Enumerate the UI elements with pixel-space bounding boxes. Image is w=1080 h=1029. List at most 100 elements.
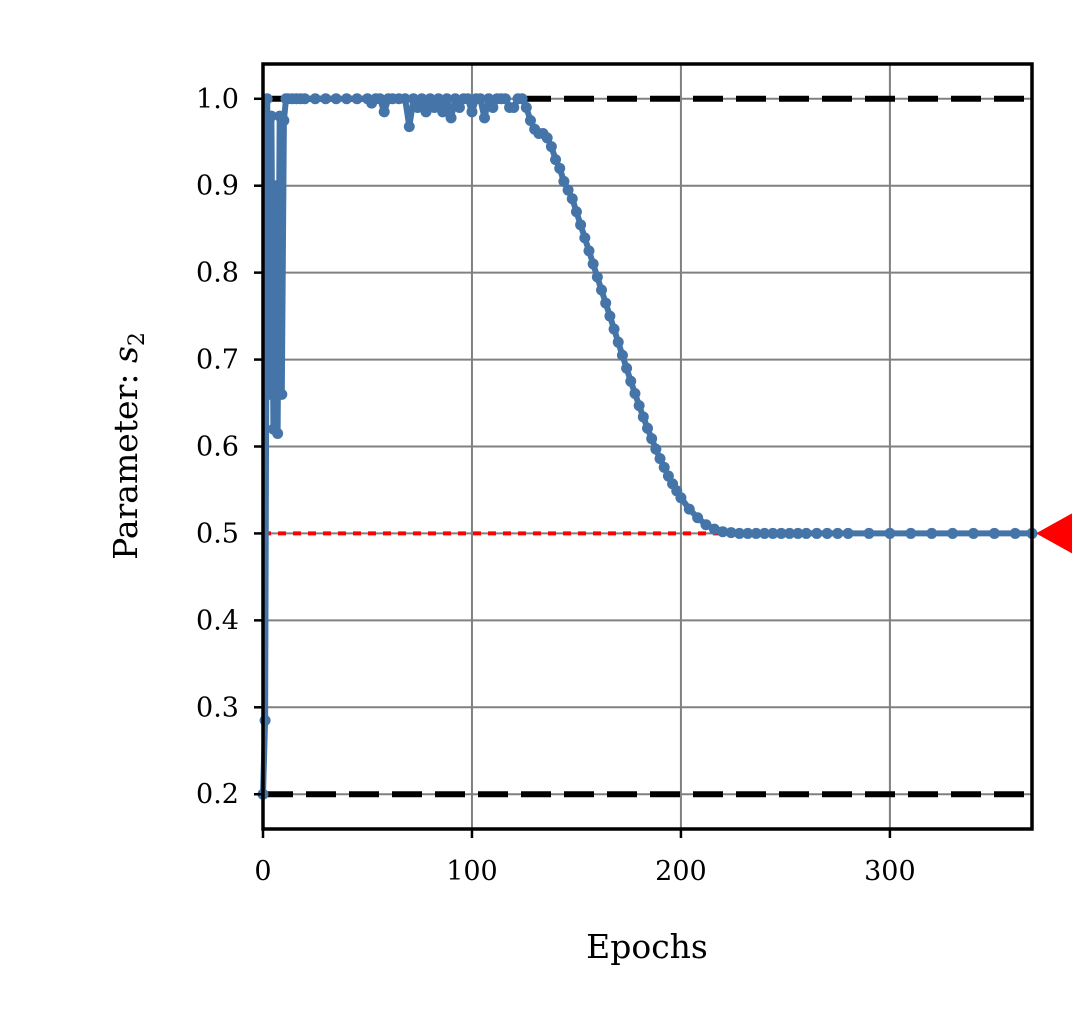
series-point bbox=[570, 206, 582, 218]
series-point bbox=[445, 112, 457, 124]
series-point bbox=[884, 527, 896, 539]
y-tick-label: 0.5 bbox=[196, 518, 239, 549]
series-point bbox=[784, 527, 796, 539]
series-point bbox=[566, 193, 578, 205]
series-point bbox=[508, 101, 520, 113]
series-point bbox=[775, 527, 787, 539]
series-point bbox=[263, 388, 275, 400]
series-point bbox=[658, 461, 670, 473]
series-point bbox=[717, 526, 729, 538]
series-point bbox=[453, 101, 465, 113]
series-point bbox=[403, 121, 415, 133]
series-point bbox=[700, 519, 712, 531]
x-tick-label: 0 bbox=[254, 856, 271, 887]
y-tick-label: 0.2 bbox=[196, 779, 239, 810]
series-point bbox=[441, 93, 453, 105]
series-point bbox=[612, 336, 624, 348]
series-point bbox=[270, 180, 282, 192]
series-point bbox=[351, 93, 363, 105]
series-point bbox=[299, 93, 311, 105]
y-tick-label: 0.4 bbox=[196, 605, 239, 636]
series-point bbox=[479, 112, 491, 124]
series-point bbox=[487, 101, 499, 113]
series-point bbox=[449, 93, 461, 105]
x-tick-label: 100 bbox=[446, 856, 498, 887]
series-point bbox=[625, 375, 637, 387]
series-point bbox=[675, 492, 687, 504]
series-point bbox=[583, 245, 595, 257]
series-point bbox=[483, 93, 495, 105]
series-point bbox=[692, 512, 704, 524]
series-point bbox=[616, 349, 628, 361]
series-point bbox=[278, 115, 290, 127]
series-point bbox=[320, 93, 332, 105]
series-point bbox=[374, 93, 386, 105]
series-point bbox=[800, 527, 812, 539]
series-point bbox=[579, 232, 591, 244]
series-point bbox=[642, 422, 653, 434]
series-point bbox=[499, 93, 511, 105]
series-point bbox=[725, 527, 737, 539]
y-axis-label-subscript: 2 bbox=[125, 332, 150, 346]
series-point bbox=[524, 115, 536, 127]
series-point bbox=[541, 132, 553, 144]
series-point bbox=[926, 527, 938, 539]
series-point bbox=[259, 714, 271, 726]
series-point bbox=[378, 106, 390, 118]
series-point bbox=[587, 258, 599, 270]
series-point bbox=[520, 101, 532, 113]
series-point bbox=[842, 527, 854, 539]
series-point bbox=[596, 284, 608, 296]
series-point bbox=[558, 175, 570, 187]
series-point bbox=[399, 93, 411, 105]
series-point bbox=[330, 93, 342, 105]
series-point bbox=[654, 453, 666, 465]
series-point bbox=[792, 527, 804, 539]
series-point bbox=[1009, 527, 1021, 539]
series-point bbox=[947, 527, 959, 539]
x-tick-label: 300 bbox=[864, 856, 916, 887]
y-tick-label: 0.7 bbox=[196, 345, 239, 376]
series-point bbox=[811, 527, 823, 539]
series-point bbox=[621, 362, 633, 374]
series-point bbox=[575, 219, 587, 231]
series-point bbox=[276, 388, 288, 400]
x-tick-label: 200 bbox=[655, 856, 707, 887]
series-point bbox=[462, 93, 474, 105]
series-point bbox=[750, 527, 762, 539]
y-axis-label: Parameter: s2 bbox=[106, 332, 150, 560]
series-point bbox=[600, 297, 612, 309]
y-tick-label: 1.0 bbox=[196, 84, 239, 115]
series-point bbox=[832, 527, 844, 539]
target-marker bbox=[1036, 513, 1072, 554]
series-point bbox=[265, 110, 277, 122]
series-point bbox=[767, 527, 779, 539]
series-point bbox=[629, 387, 641, 399]
series-point bbox=[416, 93, 428, 105]
series-point bbox=[412, 101, 424, 113]
series-point bbox=[708, 523, 720, 535]
y-tick-label: 0.6 bbox=[196, 432, 239, 463]
y-tick-label: 0.9 bbox=[196, 171, 239, 202]
series-point bbox=[604, 310, 616, 322]
grid bbox=[262, 64, 1032, 829]
series-point bbox=[428, 101, 440, 113]
series-point bbox=[424, 93, 436, 105]
series-point bbox=[608, 323, 620, 335]
series-point bbox=[683, 503, 695, 515]
series-point bbox=[742, 527, 754, 539]
series-point bbox=[733, 527, 745, 539]
series-point bbox=[988, 527, 1000, 539]
series-point bbox=[562, 184, 574, 196]
series-point bbox=[646, 433, 658, 445]
y-axis-label-text: Parameter: bbox=[106, 363, 145, 560]
ticks: 0 100 200 300 0.2 0.3 0.4 0.5 0.6 0.7 0.8 0.9 1.0 bbox=[196, 84, 916, 887]
series-point bbox=[466, 106, 478, 118]
series-point bbox=[272, 427, 284, 439]
series-point bbox=[309, 93, 321, 105]
series-point bbox=[545, 141, 557, 153]
series-point bbox=[905, 527, 917, 539]
series-point bbox=[637, 411, 649, 423]
